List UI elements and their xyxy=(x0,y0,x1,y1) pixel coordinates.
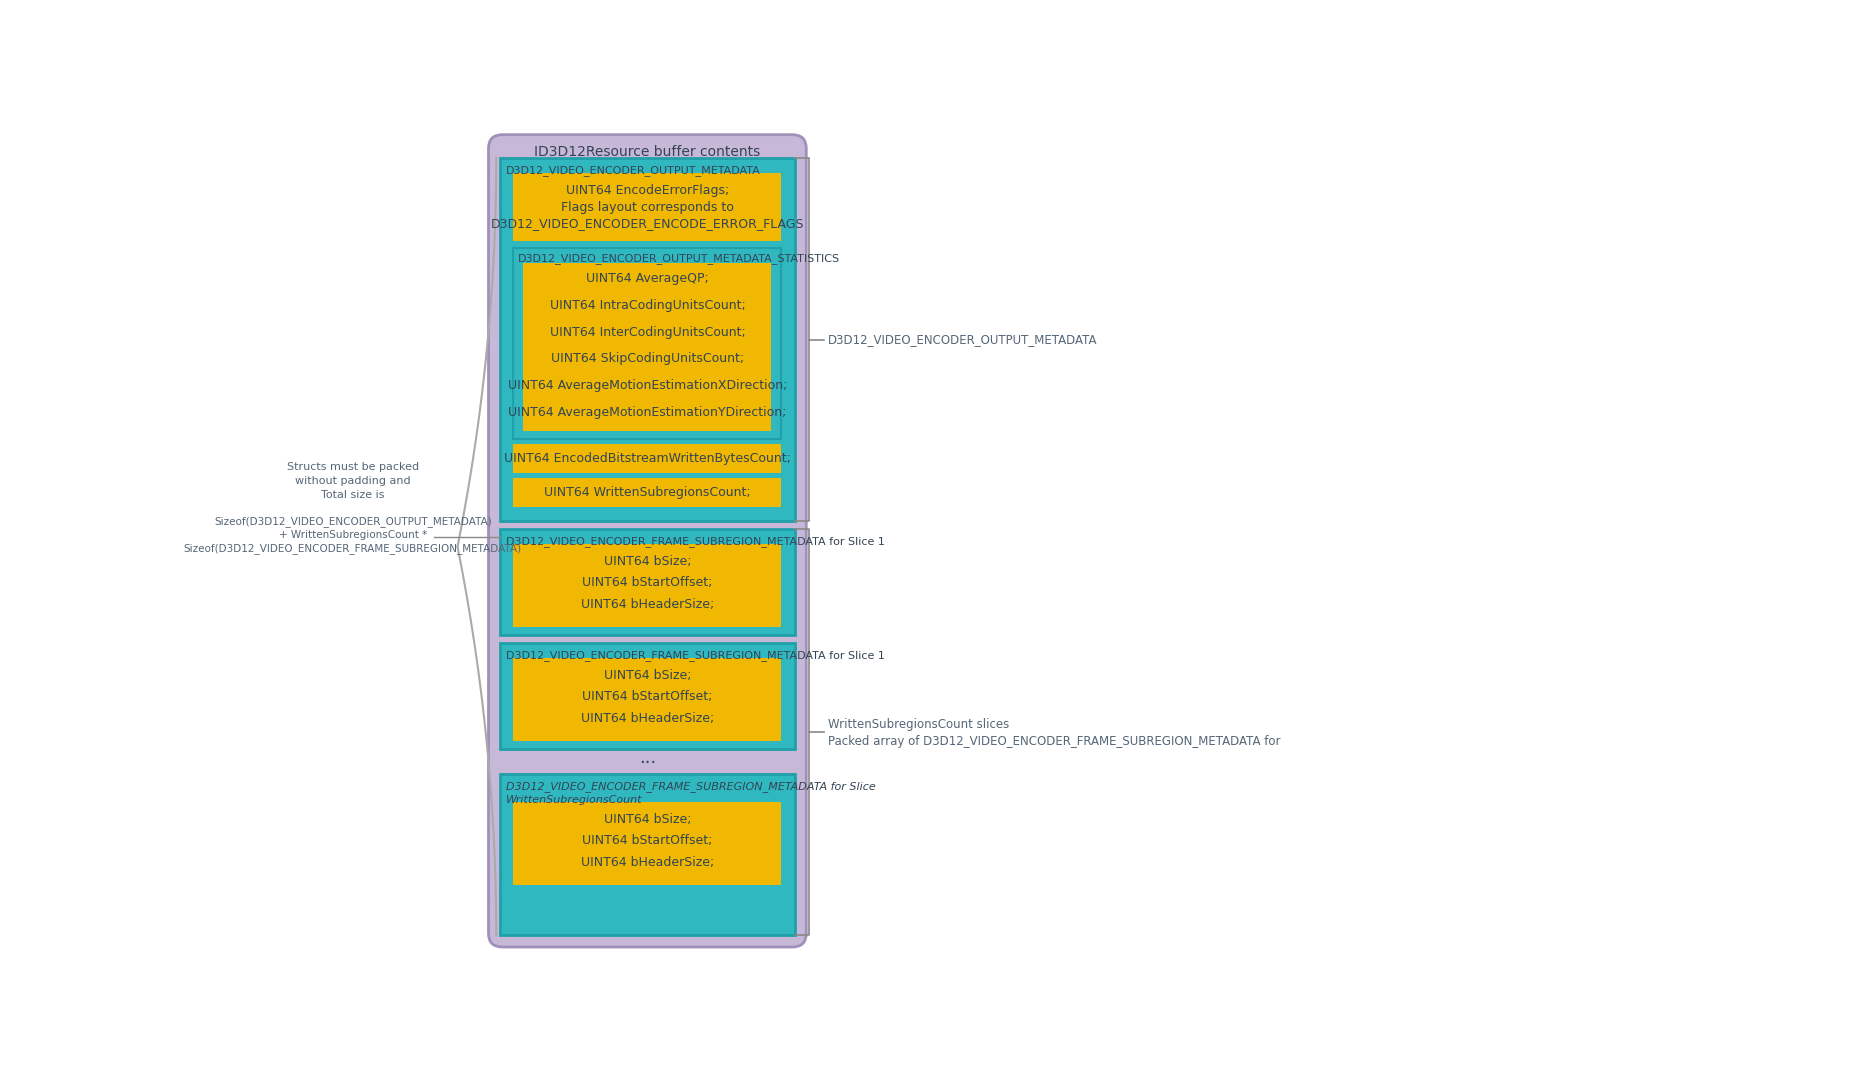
Text: UINT64 bHeaderSize;: UINT64 bHeaderSize; xyxy=(581,598,713,610)
Text: Sizeof(D3D12_VIDEO_ENCODER_FRAME_SUBREGION_METADATA): Sizeof(D3D12_VIDEO_ENCODER_FRAME_SUBREGI… xyxy=(184,543,521,555)
Text: UINT64 EncodedBitstreamWrittenBytesCount;: UINT64 EncodedBitstreamWrittenBytesCount… xyxy=(505,452,791,466)
Text: UINT64 bHeaderSize;: UINT64 bHeaderSize; xyxy=(581,856,713,869)
Text: UINT64 SkipCodingUnitsCount;: UINT64 SkipCodingUnitsCount; xyxy=(551,352,745,365)
Bar xyxy=(514,174,782,241)
Bar xyxy=(514,802,782,886)
Bar xyxy=(514,247,782,439)
Text: UINT64 bStartOffset;: UINT64 bStartOffset; xyxy=(583,834,713,847)
Bar xyxy=(501,643,795,749)
Text: UINT64 bSize;: UINT64 bSize; xyxy=(603,813,691,826)
Text: UINT64 AverageMotionEstimationXDirection;: UINT64 AverageMotionEstimationXDirection… xyxy=(508,379,788,392)
Text: Structs must be packed: Structs must be packed xyxy=(287,463,419,472)
Text: D3D12_VIDEO_ENCODER_ENCODE_ERROR_FLAGS: D3D12_VIDEO_ENCODER_ENCODE_ERROR_FLAGS xyxy=(490,217,804,230)
Text: UINT64 bSize;: UINT64 bSize; xyxy=(603,668,691,682)
Text: UINT64 AverageQP;: UINT64 AverageQP; xyxy=(587,272,709,285)
Text: + WrittenSubregionsCount *: + WrittenSubregionsCount * xyxy=(279,530,426,540)
Text: D3D12_VIDEO_ENCODER_OUTPUT_METADATA: D3D12_VIDEO_ENCODER_OUTPUT_METADATA xyxy=(829,333,1097,346)
Text: D3D12_VIDEO_ENCODER_OUTPUT_METADATA: D3D12_VIDEO_ENCODER_OUTPUT_METADATA xyxy=(506,165,762,176)
Text: UINT64 IntraCodingUnitsCount;: UINT64 IntraCodingUnitsCount; xyxy=(549,299,745,312)
Bar xyxy=(501,529,795,635)
Bar xyxy=(501,773,795,935)
Text: UINT64 bStartOffset;: UINT64 bStartOffset; xyxy=(583,691,713,704)
Text: Total size is: Total size is xyxy=(320,491,385,500)
Text: WrittenSubregionsCount slices: WrittenSubregionsCount slices xyxy=(829,718,1009,731)
Text: Sizeof(D3D12_VIDEO_ENCODER_OUTPUT_METADATA): Sizeof(D3D12_VIDEO_ENCODER_OUTPUT_METADA… xyxy=(214,516,492,527)
Text: Packed array of D3D12_VIDEO_ENCODER_FRAME_SUBREGION_METADATA for: Packed array of D3D12_VIDEO_ENCODER_FRAM… xyxy=(829,735,1281,748)
Text: ...: ... xyxy=(639,750,655,768)
Bar xyxy=(523,263,771,432)
Text: UINT64 AverageMotionEstimationYDirection;: UINT64 AverageMotionEstimationYDirection… xyxy=(508,406,786,419)
Text: ID3D12Resource buffer contents: ID3D12Resource buffer contents xyxy=(534,145,760,159)
Text: D3D12_VIDEO_ENCODER_FRAME_SUBREGION_METADATA for Slice 1: D3D12_VIDEO_ENCODER_FRAME_SUBREGION_META… xyxy=(506,536,884,546)
Text: UINT64 bSize;: UINT64 bSize; xyxy=(603,555,691,568)
Bar xyxy=(514,659,782,741)
Text: UINT64 bHeaderSize;: UINT64 bHeaderSize; xyxy=(581,712,713,725)
Text: UINT64 InterCodingUnitsCount;: UINT64 InterCodingUnitsCount; xyxy=(549,326,745,338)
Text: WrittenSubregionsCount: WrittenSubregionsCount xyxy=(506,795,642,805)
Bar xyxy=(514,444,782,473)
Text: without padding and: without padding and xyxy=(294,477,412,486)
Text: UINT64 bStartOffset;: UINT64 bStartOffset; xyxy=(583,576,713,589)
Text: Flags layout corresponds to: Flags layout corresponds to xyxy=(560,200,734,213)
Text: D3D12_VIDEO_ENCODER_FRAME_SUBREGION_METADATA for Slice: D3D12_VIDEO_ENCODER_FRAME_SUBREGION_META… xyxy=(506,781,877,791)
Text: D3D12_VIDEO_ENCODER_FRAME_SUBREGION_METADATA for Slice 1: D3D12_VIDEO_ENCODER_FRAME_SUBREGION_META… xyxy=(506,650,884,661)
Bar xyxy=(501,157,795,522)
Text: UINT64 EncodeErrorFlags;: UINT64 EncodeErrorFlags; xyxy=(566,183,730,197)
FancyBboxPatch shape xyxy=(488,135,806,947)
Text: D3D12_VIDEO_ENCODER_OUTPUT_METADATA_STATISTICS: D3D12_VIDEO_ENCODER_OUTPUT_METADATA_STAT… xyxy=(518,253,840,265)
Bar xyxy=(514,478,782,508)
Text: UINT64 WrittenSubregionsCount;: UINT64 WrittenSubregionsCount; xyxy=(544,486,750,499)
Bar xyxy=(514,544,782,628)
